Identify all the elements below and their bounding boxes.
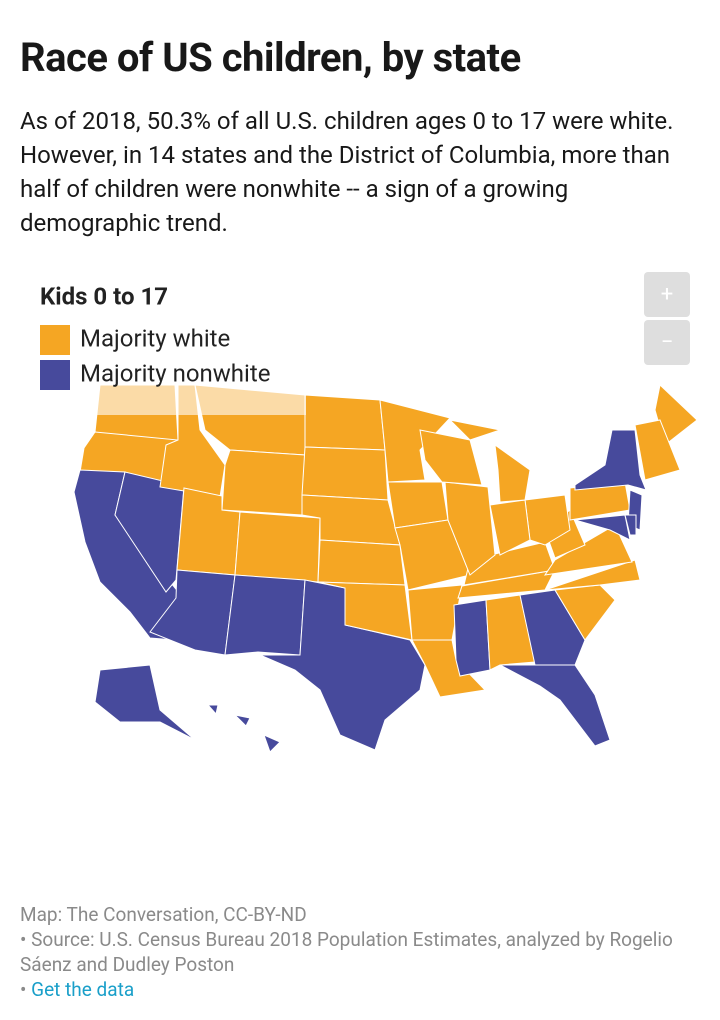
state [94, 664, 196, 741]
state [543, 524, 633, 576]
legend-label: Majority white [80, 324, 230, 352]
link-row: • Get the data [20, 977, 710, 1002]
state [206, 704, 219, 716]
state [317, 539, 406, 586]
state [574, 514, 631, 541]
state [419, 429, 483, 486]
state [489, 499, 531, 556]
state [234, 511, 321, 583]
subtitle: As of 2018, 50.3% of all U.S. children a… [20, 107, 674, 237]
state [233, 714, 251, 727]
state [494, 443, 531, 503]
credit: Map: The Conversation, CC-BY-ND [20, 903, 307, 926]
legend-label: Majority nonwhite [80, 359, 270, 387]
legend-swatch [40, 325, 70, 355]
bullet: • [20, 978, 27, 1001]
state [411, 639, 487, 698]
state [624, 514, 637, 536]
state [224, 574, 306, 656]
state [448, 419, 502, 441]
state [304, 394, 386, 451]
state [301, 446, 389, 501]
legend-swatch [40, 360, 70, 390]
state [634, 419, 681, 481]
state [263, 734, 281, 753]
title: Race of US children, by state [20, 34, 521, 81]
state [453, 599, 491, 677]
state [317, 581, 413, 641]
state [544, 559, 641, 591]
map: Kids 0 to 17 Majority white Majority nonwh… [30, 272, 698, 753]
source: • Source: U.S. Census Bureau 2018 Popula… [20, 928, 673, 976]
state [519, 589, 586, 666]
state [485, 594, 536, 671]
legend-title: Kids 0 to 17 [40, 282, 168, 310]
zoom-label[interactable]: + [661, 282, 673, 307]
zoom-label[interactable]: − [661, 330, 674, 355]
data-link[interactable]: Get the data [31, 978, 135, 1001]
zoom-button[interactable] [644, 272, 690, 317]
state [394, 519, 471, 591]
state [379, 399, 451, 483]
footer: Map: The Conversation, CC-BY-ND • Source… [20, 902, 710, 1002]
state [444, 481, 496, 576]
state [574, 429, 647, 491]
zoom-button[interactable] [644, 320, 690, 365]
state [499, 664, 611, 747]
legend-panel [30, 280, 306, 415]
state [221, 449, 306, 516]
